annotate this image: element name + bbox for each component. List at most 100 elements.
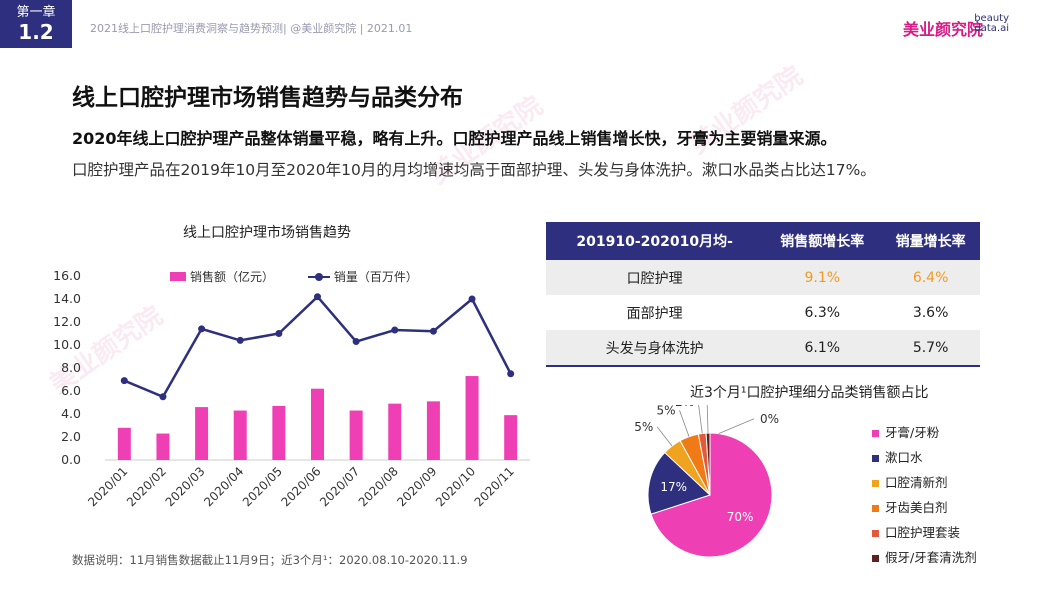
bar	[156, 433, 170, 460]
line-point	[507, 370, 515, 378]
pie-slice-label: 0%	[760, 412, 779, 426]
pie-slice-label: 5%	[634, 420, 653, 434]
pie-slice-label: 5%	[656, 405, 675, 417]
legend-bar-swatch	[170, 272, 186, 281]
pie-legend-label: 漱口水	[885, 450, 923, 465]
x-tick-label: 2020/01	[85, 464, 130, 509]
pie-slice-label: 17%	[660, 480, 687, 494]
x-tick-label: 2020/09	[394, 464, 439, 509]
table-header-cell: 销量增长率	[881, 222, 980, 260]
line-point	[468, 295, 476, 303]
x-tick-label: 2020/05	[240, 464, 285, 509]
pie-chart: 70%17%5%5%2%1%0%	[634, 405, 779, 558]
pie-legend-label: 口腔护理套装	[885, 525, 961, 540]
brand-logo: 美业颜究院	[902, 20, 983, 39]
table-row: 面部护理 6.3% 3.6%	[546, 295, 980, 330]
pie-legend-item: 牙膏/牙粉	[872, 424, 977, 449]
y-tick-label: 4.0	[61, 406, 81, 421]
bar	[195, 407, 209, 460]
x-tick-label: 2020/04	[201, 464, 246, 509]
table-cell: 头发与身体洗护	[546, 330, 764, 366]
footnote: 数据说明：11月销售数据截止11月9日；近3个月¹：2020.08.10-202…	[72, 553, 468, 567]
table-row: 头发与身体洗护 6.1% 5.7%	[546, 330, 980, 366]
pie-leader-line	[698, 405, 703, 434]
brand-logo-sub-1: beauty	[974, 13, 1009, 24]
trend-chart-title: 线上口腔护理市场销售趋势	[183, 225, 351, 241]
legend-line-label: 销量（百万件）	[333, 270, 418, 284]
pie-legend-swatch	[872, 480, 879, 487]
line-point	[314, 293, 321, 301]
pie-legend-swatch	[872, 455, 879, 462]
bar	[311, 388, 324, 460]
pie-legend-label: 口腔清新剂	[885, 475, 948, 490]
bar	[426, 401, 440, 460]
pie-legend-swatch	[872, 530, 879, 537]
page-description: 口腔护理产品在2019年10月至2020年10月的月均增速均高于面部护理、头发与…	[72, 161, 876, 179]
x-tick-label: 2020/08	[356, 464, 401, 509]
bar	[349, 410, 363, 460]
chapter-badge: 第一章 1.2	[0, 0, 72, 48]
bar	[233, 410, 247, 460]
pie-legend-label: 牙膏/牙粉	[885, 425, 940, 440]
legend-line-swatch	[307, 272, 330, 281]
brand-logo-sub-2: data.ai	[974, 23, 1009, 34]
brand-logo-sub: beauty data.ai	[974, 14, 1009, 34]
trend-legend: 销售额（亿元） 销量（百万件）	[170, 268, 418, 285]
table-cell: 6.3%	[804, 304, 841, 321]
table-header-cell: 销售额增长率	[763, 222, 882, 260]
y-tick-label: 6.0	[61, 383, 81, 398]
y-tick-label: 0.0	[61, 452, 81, 467]
line-point	[275, 330, 283, 337]
bar	[465, 376, 479, 460]
pie-slice-label: 70%	[727, 510, 754, 524]
table-cell: 面部护理	[626, 305, 683, 322]
x-tick-label: 2020/07	[317, 464, 362, 509]
page-subtitle: 2020年线上口腔护理产品整体销量平稳，略有上升。口腔护理产品线上销售增长快，牙…	[72, 129, 837, 148]
pie-leader-line	[656, 426, 673, 447]
table-header-row: 201910-202010月均- 销售额增长率 销量增长率	[546, 222, 980, 260]
sales-volume-line	[123, 294, 512, 399]
pie-leader-line	[718, 418, 755, 434]
page-title: 线上口腔护理市场销售趋势与品类分布	[72, 85, 463, 111]
table-cell: 6.4%	[881, 260, 980, 295]
pie-legend-swatch	[872, 555, 879, 562]
trend-chart: 0.02.04.06.08.010.012.014.016.02020/0120…	[53, 268, 530, 509]
pie-chart-title: 近3个月¹口腔护理细分品类销售额占比	[690, 385, 929, 401]
x-tick-label: 2020/02	[124, 464, 169, 509]
table-cell: 3.6%	[912, 304, 949, 321]
y-tick-label: 8.0	[61, 360, 81, 375]
growth-table: 201910-202010月均- 销售额增长率 销量增长率 口腔护理 9.1% …	[546, 222, 980, 367]
x-tick-label: 2020/10	[433, 464, 478, 509]
table-cell: 口腔护理	[546, 260, 764, 295]
legend-bar-label: 销售额（亿元）	[190, 270, 275, 284]
bar	[388, 403, 402, 460]
table-row: 口腔护理 9.1% 6.4%	[546, 260, 980, 295]
bar	[504, 415, 518, 460]
x-tick-label: 2020/03	[163, 464, 208, 509]
bar	[272, 405, 286, 460]
line-point	[120, 377, 128, 385]
pie-leader-line	[679, 410, 690, 437]
pie-leader-line	[706, 405, 709, 434]
y-tick-label: 10.0	[53, 337, 81, 352]
y-tick-label: 2.0	[61, 429, 81, 444]
pie-slice-label: 2%	[675, 405, 694, 409]
pie-legend-swatch	[872, 430, 879, 437]
table-cell: 6.1%	[763, 330, 882, 366]
y-tick-label: 16.0	[53, 268, 81, 283]
pie-slice	[647, 451, 711, 515]
chapter-label: 第一章	[16, 5, 56, 20]
table-header-cell: 201910-202010月均-	[546, 222, 764, 260]
pie-legend: 牙膏/牙粉漱口水口腔清新剂牙齿美白剂 口腔护理套装假牙/牙套清洗剂	[872, 424, 977, 574]
line-point	[429, 327, 437, 335]
table-cell: 5.7%	[881, 330, 980, 366]
pie-legend-item: 假牙/牙套清洗剂	[872, 549, 977, 574]
x-tick-label: 2020/11	[472, 464, 517, 509]
pie-slice	[650, 432, 773, 558]
x-tick-label: 2020/06	[278, 464, 323, 509]
pie-legend-swatch	[872, 505, 879, 512]
pie-legend-item: 牙齿美白剂	[872, 499, 977, 524]
pie-legend-label: 假牙/牙套清洗剂	[885, 550, 977, 565]
line-point	[236, 336, 244, 344]
y-tick-label: 14.0	[53, 291, 81, 306]
